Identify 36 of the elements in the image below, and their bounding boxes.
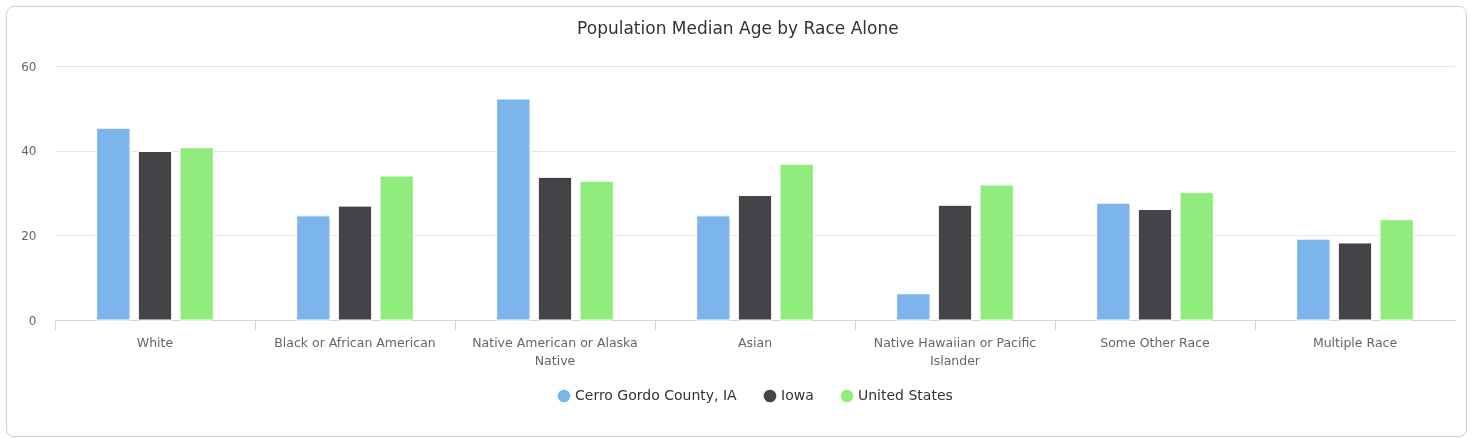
x-tick-label: Native Hawaiian or Pacific Islander: [873, 334, 1037, 368]
bar: [937, 204, 973, 321]
bar: [96, 127, 131, 321]
x-tick-label: Asian: [737, 334, 773, 350]
x-tick-label: Native American or Alaska Native: [472, 334, 638, 368]
legend-label: Iowa: [781, 387, 814, 403]
legend-label: United States: [858, 387, 953, 403]
bar: [379, 175, 414, 321]
bar: [296, 215, 331, 321]
bar: [696, 215, 731, 321]
x-tick-label: Some Other Race: [1100, 334, 1211, 350]
bar: [779, 163, 814, 321]
chart-title: Population Median Age by Race Alone: [577, 18, 899, 38]
bar: [896, 293, 931, 321]
bar: [1296, 238, 1331, 321]
x-tick-label: White: [136, 334, 174, 350]
bar: [337, 205, 373, 321]
bar: [737, 195, 773, 321]
bar: [1137, 209, 1173, 321]
y-tick-label: 20: [21, 228, 37, 243]
bar: [979, 184, 1014, 321]
bar: [1337, 242, 1373, 321]
legend-label: Cerro Gordo County, IA: [575, 387, 738, 403]
bar: [537, 176, 573, 321]
bar: [1379, 219, 1414, 321]
bar: [1096, 202, 1131, 321]
bar: [179, 147, 214, 321]
bar: [496, 98, 531, 321]
bar: [137, 151, 173, 321]
y-tick-label: 0: [28, 313, 37, 328]
x-tick-label: Multiple Race: [1312, 334, 1398, 350]
bar: [579, 180, 614, 321]
y-tick-label: 40: [21, 144, 37, 159]
x-tick-label: Black or African American: [274, 334, 436, 350]
bar: [1179, 192, 1214, 321]
y-tick-label: 60: [21, 59, 37, 74]
